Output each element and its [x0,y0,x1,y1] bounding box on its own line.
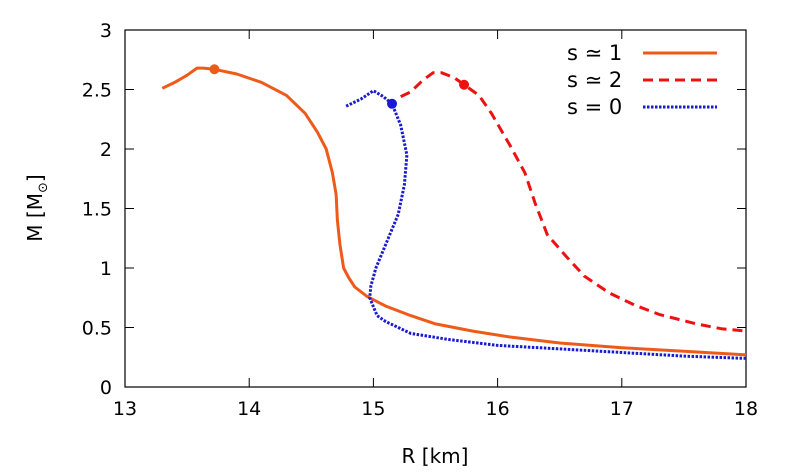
x-tick-label-0: 13 [113,398,137,420]
y-axis-label-symbol: ⊙ [36,182,51,193]
series-line-3 [345,89,747,360]
y-tick-label-6: 3 [100,20,112,42]
x-tick-label-4: 17 [610,398,634,420]
y-tick-label-4: 2 [100,139,112,161]
y-tick-label-3: 1.5 [82,199,112,221]
x-tick-label-3: 16 [486,398,510,420]
legend-label-1: s ≃ 1 [567,41,622,65]
y-axis-label-main: M [M [23,193,47,242]
series-group [161,64,747,360]
tick-labels-group: 13 14 15 16 17 18 0 0.5 1 1.5 2 2.5 3 [82,20,758,420]
legend: s ≃ 1 s ≃ 2 s = 0 [567,41,717,119]
legend-label-3: s = 0 [567,95,622,119]
ticks-group [124,29,747,388]
plot-frame [124,29,747,388]
y-tick-label-0: 0 [100,377,112,399]
series-line-2 [400,71,747,333]
series-marker-2 [459,79,470,90]
legend-label-2: s ≃ 2 [567,68,622,92]
x-tick-label-2: 15 [361,398,385,420]
series-line-1 [161,66,747,357]
y-tick-label-5: 2.5 [82,80,112,102]
y-axis-label: M [M⊙] [23,174,51,241]
series-marker-1 [209,64,220,75]
y-tick-label-1: 0.5 [82,318,112,340]
series-marker-3 [387,98,398,109]
x-tick-label-5: 18 [734,398,758,420]
y-axis-label-close: ] [23,174,47,182]
y-tick-label-2: 1 [100,258,112,280]
x-tick-label-1: 14 [237,398,261,420]
x-axis-label: R [km] [402,444,469,468]
